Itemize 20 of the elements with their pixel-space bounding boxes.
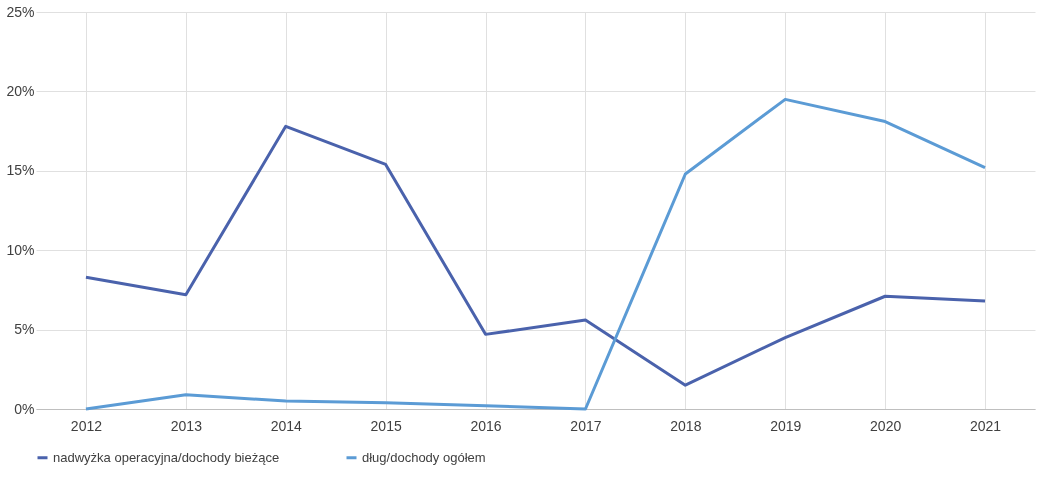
legend-label: nadwyżka operacyjna/dochody bieżące [53, 449, 280, 465]
x-tick-label: 2012 [70, 417, 103, 434]
x-tick-label: 2019 [770, 417, 802, 434]
x-tick-label: 2018 [670, 417, 702, 434]
x-tick-label: 2017 [570, 417, 602, 434]
y-tick-label: 20% [6, 82, 35, 99]
legend-label: dług/dochody ogółem [362, 449, 486, 465]
line-series [84, 124, 987, 387]
x-tick-label: 2021 [969, 417, 1002, 434]
y-tick-label: 25% [6, 3, 35, 20]
x-tick-label: 2013 [170, 417, 203, 434]
x-tick-label: 2020 [870, 417, 902, 434]
line-series [84, 97, 987, 411]
y-tick-label: 5% [14, 321, 35, 338]
y-tick-label: 10% [6, 241, 35, 258]
x-tick-label: 2016 [470, 417, 502, 434]
x-tick-label: 2015 [370, 417, 402, 434]
y-tick-label: 0% [14, 400, 35, 417]
x-tick-label: 2014 [270, 417, 303, 434]
y-tick-label: 15% [6, 162, 35, 179]
